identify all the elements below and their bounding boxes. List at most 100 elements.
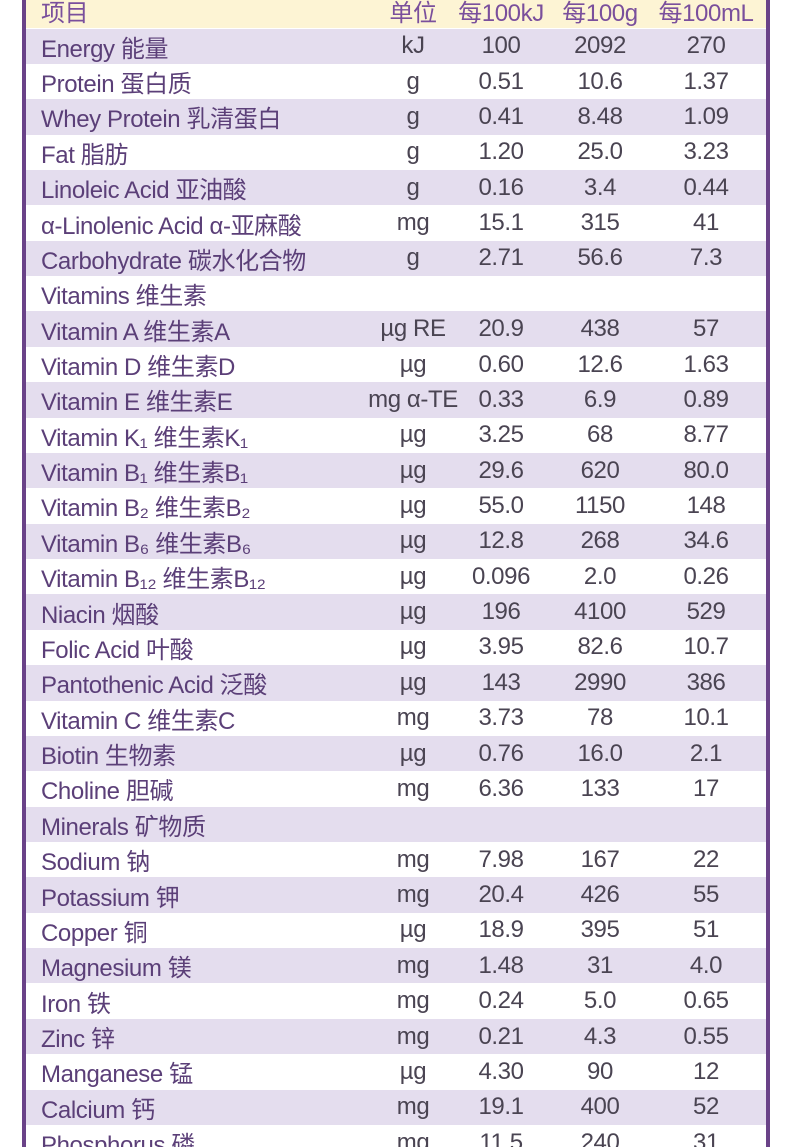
value-cell: µg RE (380, 315, 446, 343)
nutrient-name: Sodium 钠 (41, 849, 150, 877)
table-row: Fat 脂肪 g 1.20 25.0 3.23 (26, 134, 766, 170)
table-row: Potassium 钾 mg 20.4 426 55 (26, 877, 766, 913)
table-row: Protein 蛋白质 g 0.51 10.6 1.37 (26, 63, 766, 100)
value-cell: 1.48 (478, 951, 524, 979)
value-cell: 0.60 (478, 350, 524, 378)
value-cell: 143 (481, 668, 521, 696)
value-cell: 3.23 (683, 138, 729, 166)
value-cell: 0.41 (478, 102, 524, 130)
value-cell: 438 (580, 315, 620, 343)
value-cell: 3.4 (583, 173, 617, 201)
table-row: Folic Acid 叶酸 µg 3.95 82.6 10.7 (26, 629, 766, 666)
value-cell: 196 (481, 598, 521, 626)
header-cell: 每100g (562, 0, 638, 27)
value-cell: 34.6 (683, 527, 729, 555)
nutrient-name: α-Linolenic Acid α-亚麻酸 (41, 212, 302, 240)
table-row: Whey Protein 乳清蛋白 g 0.41 8.48 1.09 (26, 99, 766, 135)
nutrient-name: Carbohydrate 碳水化合物 (41, 247, 306, 275)
nutrient-name: Magnesium 镁 (41, 955, 192, 983)
value-cell: 2.1 (689, 739, 723, 767)
value-cell: 133 (580, 774, 620, 802)
value-cell: 5.0 (583, 987, 617, 1015)
header-cell: 单位 (389, 0, 437, 27)
value-cell: µg (399, 527, 427, 555)
value-cell: 0.76 (478, 739, 524, 767)
table-row: Niacin 烟酸 µg 196 4100 529 (26, 594, 766, 630)
header-cell: 项目 (41, 0, 89, 27)
table-row: Calcium 钙 mg 19.1 400 52 (26, 1089, 766, 1125)
nutrient-name: Choline 胆碱 (41, 778, 174, 806)
header-cell: 每100mL (658, 0, 754, 27)
value-cell: mg (396, 1093, 430, 1121)
value-cell: 3.25 (478, 421, 524, 449)
value-cell: 19.1 (478, 1093, 524, 1121)
value-cell: 270 (686, 32, 726, 60)
value-cell: 10.6 (577, 67, 623, 95)
table-row: Vitamin K₁ 维生素K₁ µg 3.25 68 8.77 (26, 417, 766, 453)
value-cell: 12.8 (478, 527, 524, 555)
value-cell: 0.16 (478, 173, 524, 201)
nutrient-name: Vitamin B₆ 维生素B₆ (41, 530, 251, 558)
table-row: Pantothenic Acid 泛酸 µg 143 2990 386 (26, 665, 766, 701)
value-cell: 11.5 (479, 1128, 523, 1147)
value-cell: 12 (693, 1057, 719, 1085)
table-row: Vitamin B₁₂ 维生素B₁₂ µg 0.096 2.0 0.26 (26, 559, 766, 595)
value-cell: 0.65 (683, 987, 729, 1015)
value-cell: 0.096 (471, 562, 531, 590)
value-cell: 395 (580, 916, 620, 944)
value-cell: kJ (401, 32, 425, 60)
nutrient-name: Potassium 钾 (41, 884, 180, 912)
nutrient-name: Niacin 烟酸 (41, 601, 159, 629)
value-cell: 8.48 (577, 102, 623, 130)
value-cell: mg (396, 209, 430, 237)
header-cell: 每100kJ (458, 0, 544, 27)
value-cell: µg (399, 491, 427, 519)
nutrient-name: Energy 能量 (41, 35, 169, 63)
value-cell: 0.26 (683, 562, 729, 590)
table-row: Choline 胆碱 mg 6.36 133 17 (26, 771, 766, 807)
value-cell: 4.3 (583, 1022, 617, 1050)
nutrient-name: Biotin 生物素 (41, 743, 176, 771)
table-row: Linoleic Acid 亚油酸 g 0.16 3.4 0.44 (26, 169, 766, 206)
table-row: Vitamin C 维生素C mg 3.73 78 10.1 (26, 700, 766, 736)
value-cell: 0.24 (478, 987, 524, 1015)
table-row: Vitamin B₂ 维生素B₂ µg 55.0 1150 148 (26, 488, 766, 524)
table-row: Vitamin B₁ 维生素B₁ µg 29.6 620 80.0 (26, 452, 766, 489)
table-row: Carbohydrate 碳水化合物 g 2.71 56.6 7.3 (26, 240, 766, 277)
nutrient-name: Vitamin B₁ 维生素B₁ (41, 460, 248, 488)
value-cell: 148 (686, 491, 726, 519)
value-cell: 25.0 (577, 138, 623, 166)
value-cell: 57 (693, 315, 719, 343)
table-row: Vitamin E 维生素E mg α-TE 0.33 6.9 0.89 (26, 382, 766, 418)
table-row: Iron 铁 mg 0.24 5.0 0.65 (26, 983, 766, 1019)
value-cell: 82.6 (577, 633, 623, 661)
right-border (766, 0, 770, 1147)
value-cell: 16.0 (577, 739, 623, 767)
value-cell: 400 (580, 1093, 620, 1121)
value-cell: mg (396, 1022, 430, 1050)
value-cell: µg (399, 633, 427, 661)
value-cell: 4100 (574, 598, 626, 626)
value-cell: µg (399, 456, 427, 484)
value-cell: µg (399, 598, 427, 626)
value-cell: 55.0 (478, 491, 524, 519)
value-cell: µg (399, 1057, 427, 1085)
nutrient-name: Zinc 锌 (41, 1026, 115, 1054)
value-cell: 0.21 (478, 1022, 524, 1050)
value-cell: mg (396, 704, 430, 732)
value-cell: mg (396, 845, 430, 873)
value-cell: 1150 (574, 491, 626, 519)
value-cell: g (406, 102, 420, 130)
value-cell: 100 (481, 32, 521, 60)
value-cell: 20.9 (478, 315, 524, 343)
value-cell: 240 (580, 1128, 620, 1147)
value-cell: 41 (693, 209, 719, 237)
value-cell: 2092 (574, 32, 626, 60)
nutrient-name: Linoleic Acid 亚油酸 (41, 177, 247, 205)
value-cell: 6.9 (583, 385, 617, 413)
section-label: Vitamins 维生素 (41, 283, 207, 311)
table-row: Vitamin B₆ 维生素B₆ µg 12.8 268 34.6 (26, 523, 766, 560)
value-cell: µg (399, 421, 427, 449)
nutrient-name: Protein 蛋白质 (41, 71, 192, 99)
